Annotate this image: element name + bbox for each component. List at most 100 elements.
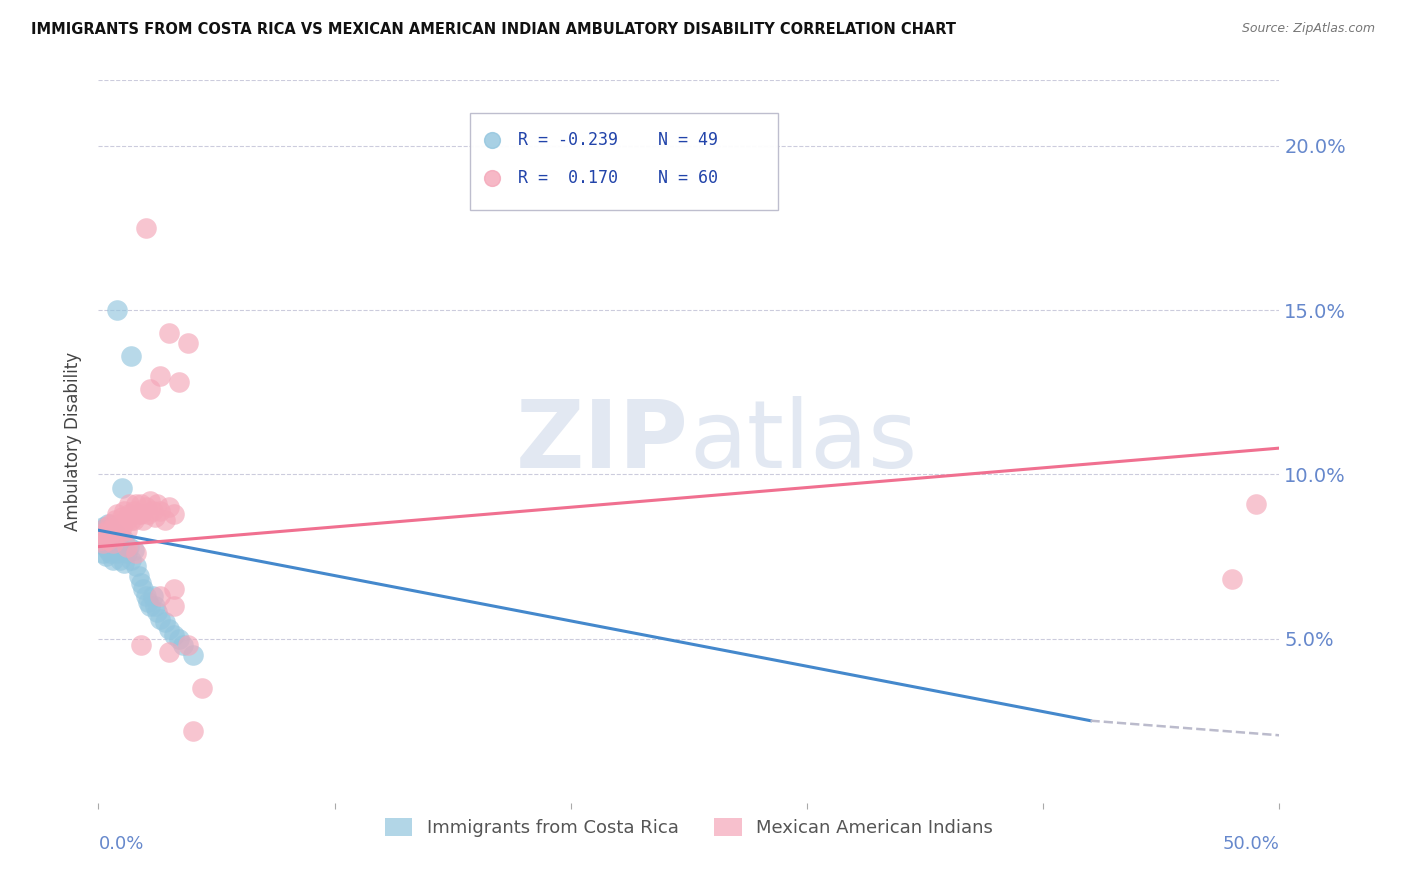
Point — [132, 582, 155, 597]
Point — [181, 648, 204, 662]
Point — [115, 546, 138, 560]
Text: atlas: atlas — [689, 395, 917, 488]
Point — [111, 510, 134, 524]
Point — [115, 523, 138, 537]
Point — [142, 589, 165, 603]
Point — [122, 503, 145, 517]
Point — [125, 497, 148, 511]
Point — [91, 536, 114, 550]
Point — [135, 500, 157, 515]
Point — [97, 533, 120, 547]
Point — [167, 376, 190, 390]
Text: 50.0%: 50.0% — [1223, 835, 1279, 854]
Y-axis label: Ambulatory Disability: Ambulatory Disability — [65, 352, 83, 531]
Point — [136, 595, 159, 609]
Text: 0.0%: 0.0% — [98, 835, 143, 854]
Point — [122, 542, 145, 557]
Point — [108, 540, 131, 554]
Point — [91, 526, 114, 541]
Point — [129, 497, 152, 511]
Point — [135, 221, 157, 235]
Point — [157, 622, 180, 636]
Point — [191, 681, 214, 695]
Point — [97, 542, 120, 557]
Point — [149, 368, 172, 383]
Point — [157, 326, 180, 340]
Point — [149, 612, 172, 626]
Point — [135, 589, 157, 603]
Text: IMMIGRANTS FROM COSTA RICA VS MEXICAN AMERICAN INDIAN AMBULATORY DISABILITY CORR: IMMIGRANTS FROM COSTA RICA VS MEXICAN AM… — [31, 22, 956, 37]
Point — [172, 638, 194, 652]
Point — [177, 638, 200, 652]
Point — [98, 536, 121, 550]
Point — [149, 589, 172, 603]
Point — [121, 553, 143, 567]
Point — [108, 553, 131, 567]
Point — [163, 582, 186, 597]
Point — [105, 523, 128, 537]
Point — [136, 507, 159, 521]
Point — [146, 497, 169, 511]
Point — [105, 507, 128, 521]
Point — [118, 540, 141, 554]
Point — [108, 526, 131, 541]
Point — [90, 523, 112, 537]
Point — [121, 513, 143, 527]
Point — [1220, 573, 1243, 587]
Point — [112, 556, 135, 570]
Point — [111, 542, 134, 557]
Point — [115, 540, 138, 554]
Point — [157, 500, 180, 515]
Point — [104, 530, 127, 544]
Point — [157, 645, 180, 659]
Point — [112, 503, 135, 517]
Point — [94, 526, 117, 541]
Point — [163, 599, 186, 613]
Point — [129, 638, 152, 652]
Point — [105, 303, 128, 318]
Point — [104, 540, 127, 554]
FancyBboxPatch shape — [471, 112, 778, 211]
Point — [143, 599, 166, 613]
Point — [111, 520, 134, 534]
Point — [118, 497, 141, 511]
Point — [129, 507, 152, 521]
Point — [112, 533, 135, 547]
Point — [108, 516, 131, 531]
Point — [128, 569, 150, 583]
Point — [129, 575, 152, 590]
Point — [94, 540, 117, 554]
Point — [97, 533, 120, 547]
Point — [101, 520, 124, 534]
Text: Source: ZipAtlas.com: Source: ZipAtlas.com — [1241, 22, 1375, 36]
Point — [98, 546, 121, 560]
Point — [143, 510, 166, 524]
Point — [149, 503, 172, 517]
Point — [101, 536, 124, 550]
Point — [105, 546, 128, 560]
Point — [163, 507, 186, 521]
Legend: Immigrants from Costa Rica, Mexican American Indians: Immigrants from Costa Rica, Mexican Amer… — [378, 811, 1000, 845]
Point — [142, 503, 165, 517]
Point — [94, 520, 117, 534]
Point — [128, 507, 150, 521]
Point — [90, 536, 112, 550]
Point — [139, 599, 162, 613]
Point — [122, 513, 145, 527]
Point — [104, 513, 127, 527]
Point — [1244, 497, 1267, 511]
Point — [146, 605, 169, 619]
Point — [98, 526, 121, 541]
Point — [167, 632, 190, 646]
Point — [163, 628, 186, 642]
Point — [125, 559, 148, 574]
Point — [98, 523, 121, 537]
Point — [91, 530, 114, 544]
Point — [91, 546, 114, 560]
Point — [101, 533, 124, 547]
Text: R = -0.239    N = 49: R = -0.239 N = 49 — [517, 131, 717, 149]
Point — [105, 533, 128, 547]
Point — [98, 516, 121, 531]
Point — [94, 549, 117, 564]
Point — [101, 553, 124, 567]
